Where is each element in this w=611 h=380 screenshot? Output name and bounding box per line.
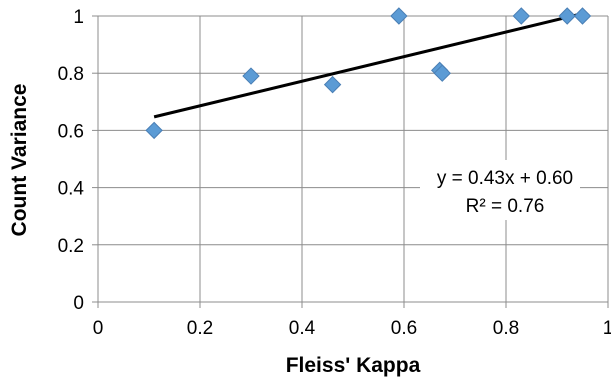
x-tick-label: 1 — [603, 318, 611, 339]
x-tick-labels: 0 0.2 0.4 0.6 0.8 1 — [93, 318, 611, 339]
data-point-diamond — [242, 67, 260, 85]
data-point-diamond — [323, 75, 342, 94]
data-points — [145, 7, 592, 140]
data-point-diamond — [573, 7, 592, 25]
trendline-equation: y = 0.43x + 0.60 — [437, 168, 573, 189]
y-tick-label: 0.2 — [58, 236, 84, 257]
y-axis-title: Count Variance — [8, 84, 31, 237]
x-axis-title: Fleiss' Kappa — [286, 354, 421, 377]
x-tick-label: 0.4 — [289, 318, 316, 339]
data-point-diamond — [390, 7, 408, 25]
data-point-diamond — [512, 7, 531, 25]
plot-area — [98, 16, 608, 302]
trendline-layer — [153, 12, 583, 119]
y-tick-label: 0.4 — [58, 179, 85, 200]
y-tick-label: 1 — [73, 7, 84, 28]
data-point-diamond — [558, 7, 576, 25]
y-tick-label: 0.8 — [58, 64, 84, 85]
equation-box-bg — [420, 160, 580, 220]
data-point-diamond — [145, 121, 163, 140]
trendline — [153, 12, 583, 119]
x-tick-label: 0.6 — [391, 318, 417, 339]
y-tick-label: 0 — [73, 293, 84, 314]
x-tick-label: 0.8 — [493, 318, 519, 339]
axes — [92, 15, 609, 308]
y-tick-labels: 0 0.2 0.4 0.6 0.8 1 — [58, 7, 85, 314]
trendline-r-squared: R² = 0.76 — [466, 196, 545, 217]
data-point-diamond — [433, 64, 451, 82]
x-tick-label: 0 — [93, 318, 104, 339]
y-tick-label: 0.6 — [58, 121, 84, 142]
x-tick-label: 0.2 — [187, 318, 213, 339]
